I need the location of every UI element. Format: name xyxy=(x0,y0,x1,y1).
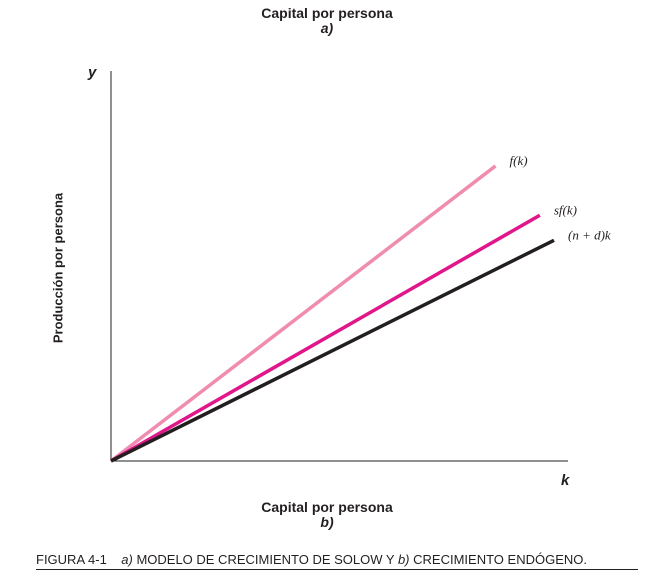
chart-subtitle-a: a) xyxy=(320,20,334,36)
series-line-fk xyxy=(109,164,497,463)
chart-title-top: Capital por persona a) xyxy=(0,6,654,36)
chart-title-top-text: Capital por persona xyxy=(261,5,393,21)
series-label-n-plus-d-k: (n + d)k xyxy=(568,227,611,242)
caption-part-a-text: MODELO DE CRECIMIENTO DE SOLOW Y xyxy=(136,552,395,567)
caption-part-b-text: CRECIMIENTO ENDÓGENO. xyxy=(413,552,587,567)
series-layer: f(k) sf(k) (n + d)k xyxy=(109,153,611,463)
chart-title-bottom-text: Capital por persona xyxy=(261,499,393,515)
chart-title-bottom: Capital por persona b) xyxy=(0,500,654,530)
chart-subtitle-b: b) xyxy=(320,514,334,530)
series-label-sfk: sf(k) xyxy=(554,202,577,217)
series-line-n-plus-d-k xyxy=(110,238,555,463)
caption-part-a-letter: a) xyxy=(121,552,133,567)
figure-caption: FIGURA 4-1 a) MODELO DE CRECIMIENTO DE S… xyxy=(36,552,638,570)
caption-part-b-letter: b) xyxy=(397,552,410,567)
x-axis-letter: k xyxy=(561,472,570,489)
caption-figure-number: FIGURA 4-1 xyxy=(36,552,107,567)
y-axis-letter: y xyxy=(88,64,97,81)
series-label-fk: f(k) xyxy=(510,153,528,168)
series-line-sfk xyxy=(110,213,541,463)
